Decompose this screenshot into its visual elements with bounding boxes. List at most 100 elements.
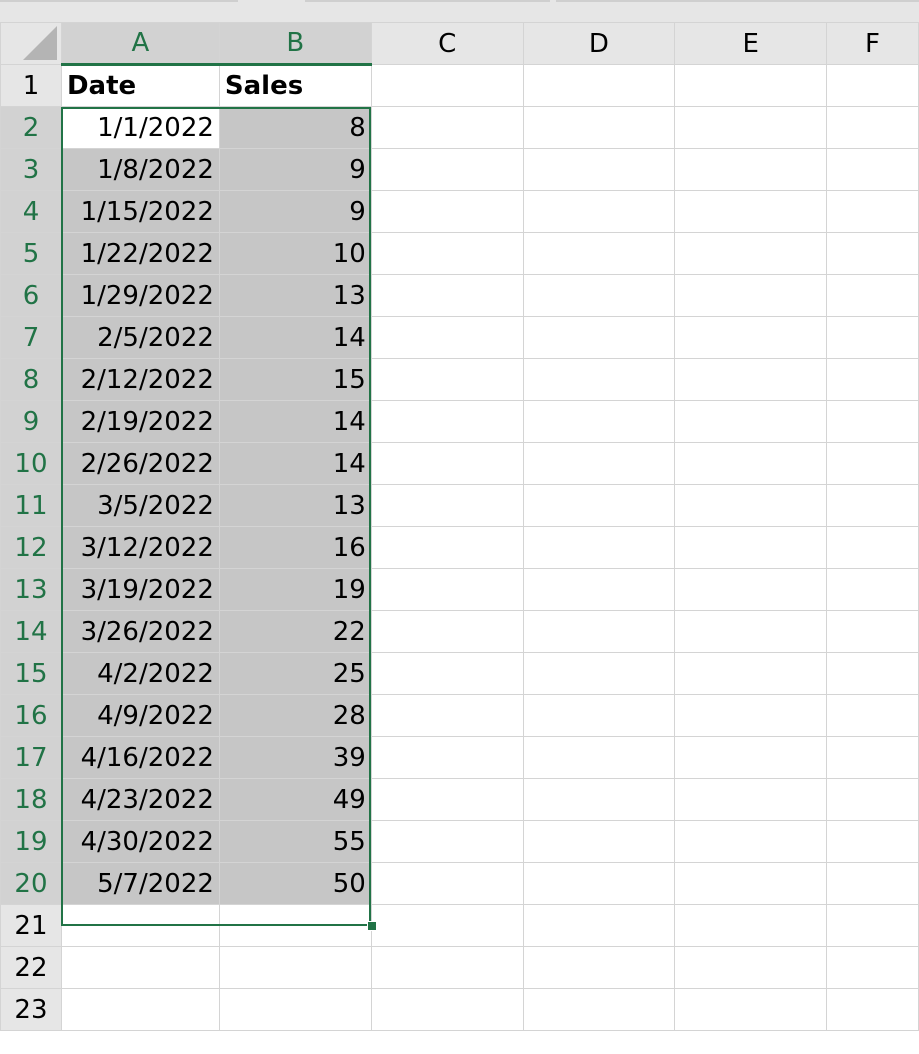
empty-cell[interactable] [522,190,676,233]
empty-cell[interactable] [826,106,919,149]
empty-cell[interactable] [60,904,220,947]
row-header[interactable]: 21 [0,904,62,947]
empty-cell[interactable] [370,442,524,485]
empty-cell[interactable] [674,778,828,821]
row-header[interactable]: 10 [0,442,62,485]
empty-cell[interactable] [826,64,919,107]
cell-date[interactable]: 4/2/2022 [60,652,220,695]
empty-cell[interactable] [826,904,919,947]
empty-cell[interactable] [674,568,828,611]
empty-cell[interactable] [218,988,372,1031]
empty-cell[interactable] [826,610,919,653]
empty-cell[interactable] [826,988,919,1031]
row-header[interactable]: 9 [0,400,62,443]
fill-handle[interactable] [367,921,377,931]
empty-cell[interactable] [826,316,919,359]
cell-date[interactable]: 1/1/2022 [60,106,220,149]
empty-cell[interactable] [826,778,919,821]
cell-date[interactable]: 2/19/2022 [60,400,220,443]
cell-sales[interactable]: 39 [218,736,372,779]
empty-cell[interactable] [522,232,676,275]
empty-cell[interactable] [522,652,676,695]
empty-cell[interactable] [674,316,828,359]
empty-cell[interactable] [674,400,828,443]
empty-cell[interactable] [522,316,676,359]
cell-sales[interactable]: 14 [218,316,372,359]
empty-cell[interactable] [370,736,524,779]
row-header[interactable]: 5 [0,232,62,275]
empty-cell[interactable] [674,190,828,233]
row-header[interactable]: 15 [0,652,62,695]
empty-cell[interactable] [826,568,919,611]
empty-cell[interactable] [370,484,524,527]
empty-cell[interactable] [674,988,828,1031]
row-header[interactable]: 23 [0,988,62,1031]
empty-cell[interactable] [370,106,524,149]
column-header-d[interactable]: D [522,22,676,65]
empty-cell[interactable] [522,862,676,905]
empty-cell[interactable] [522,568,676,611]
empty-cell[interactable] [370,820,524,863]
empty-cell[interactable] [674,694,828,737]
cell-date[interactable]: 5/7/2022 [60,862,220,905]
empty-cell[interactable] [370,358,524,401]
cell-date[interactable]: 3/19/2022 [60,568,220,611]
empty-cell[interactable] [522,736,676,779]
cell-date[interactable]: 4/23/2022 [60,778,220,821]
cell-sales[interactable]: 14 [218,442,372,485]
cell-b1[interactable]: Sales [218,64,372,107]
cell-date[interactable]: 2/26/2022 [60,442,220,485]
cell-sales[interactable]: 28 [218,694,372,737]
empty-cell[interactable] [60,946,220,989]
cell-sales[interactable]: 10 [218,232,372,275]
empty-cell[interactable] [522,442,676,485]
empty-cell[interactable] [522,988,676,1031]
empty-cell[interactable] [826,484,919,527]
empty-cell[interactable] [370,316,524,359]
empty-cell[interactable] [826,358,919,401]
cell-sales[interactable]: 14 [218,400,372,443]
empty-cell[interactable] [370,400,524,443]
empty-cell[interactable] [370,274,524,317]
column-header-e[interactable]: E [674,22,828,65]
row-header[interactable]: 8 [0,358,62,401]
empty-cell[interactable] [522,610,676,653]
empty-cell[interactable] [826,274,919,317]
empty-cell[interactable] [674,946,828,989]
empty-cell[interactable] [826,400,919,443]
row-header[interactable]: 13 [0,568,62,611]
row-header[interactable]: 4 [0,190,62,233]
row-header[interactable]: 1 [0,64,62,107]
cell-date[interactable]: 2/5/2022 [60,316,220,359]
column-header-f[interactable]: F [826,22,919,65]
empty-cell[interactable] [370,568,524,611]
empty-cell[interactable] [370,526,524,569]
empty-cell[interactable] [674,274,828,317]
empty-cell[interactable] [522,694,676,737]
empty-cell[interactable] [522,274,676,317]
empty-cell[interactable] [826,694,919,737]
row-header[interactable]: 19 [0,820,62,863]
row-header[interactable]: 7 [0,316,62,359]
empty-cell[interactable] [826,148,919,191]
spreadsheet-grid[interactable]: A B C D E F 1 Date Sales 2 1/1/2022 8 3 1/8/2022 9 4 1/1… [0,22,919,1031]
empty-cell[interactable] [522,946,676,989]
empty-cell[interactable] [826,442,919,485]
cell-sales[interactable]: 13 [218,484,372,527]
empty-cell[interactable] [826,736,919,779]
empty-cell[interactable] [60,988,220,1031]
row-header[interactable]: 2 [0,106,62,149]
empty-cell[interactable] [826,652,919,695]
empty-cell[interactable] [674,148,828,191]
cell-date[interactable]: 3/12/2022 [60,526,220,569]
cell-date[interactable]: 1/29/2022 [60,274,220,317]
empty-cell[interactable] [674,820,828,863]
cell-sales[interactable]: 16 [218,526,372,569]
cell-sales[interactable]: 19 [218,568,372,611]
cell-sales[interactable]: 22 [218,610,372,653]
column-header-c[interactable]: C [370,22,524,65]
cell-date[interactable]: 1/8/2022 [60,148,220,191]
cell-sales[interactable]: 25 [218,652,372,695]
empty-cell[interactable] [370,652,524,695]
cell-date[interactable]: 4/9/2022 [60,694,220,737]
